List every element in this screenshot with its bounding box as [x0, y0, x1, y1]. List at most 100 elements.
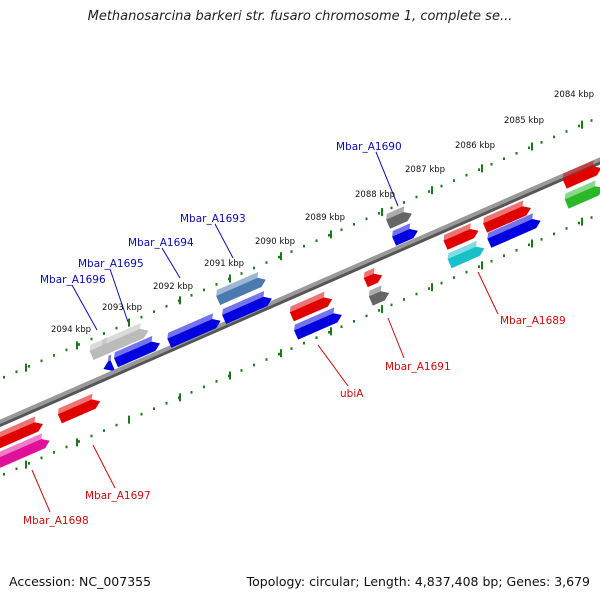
leader-mbar-a1697	[92, 444, 116, 489]
scale-dot	[403, 201, 405, 204]
gene-arrow-top	[443, 223, 471, 241]
gene-arrow-body	[114, 341, 160, 368]
scale-dot	[328, 233, 330, 237]
scale-dot	[140, 315, 143, 319]
gene-arrow-red-upper-2[interactable]	[481, 199, 533, 233]
scale-dot	[290, 250, 293, 253]
gene-arrow-body	[289, 297, 333, 322]
gene-arrow-ubia-blue[interactable]	[292, 306, 344, 340]
gene-arrow-mbar-a1691[interactable]	[362, 266, 385, 288]
kbp-label-2085: 2085 kbp	[504, 116, 544, 126]
scale-major-tick	[25, 460, 27, 469]
scale-dot	[578, 221, 580, 225]
gene-arrow-grey-a1690[interactable]	[384, 205, 414, 229]
scale-dot	[440, 281, 443, 285]
scale-dot	[278, 352, 280, 356]
gene-arrow-mbar-a1698[interactable]	[0, 432, 52, 468]
gene-arrow-body	[368, 291, 390, 306]
gene-arrow-blue-a1693[interactable]	[220, 289, 274, 324]
scale-dot	[203, 288, 205, 292]
map-title: Methanosarcina barkeri str. fusaro chrom…	[87, 9, 513, 24]
kbp-label-2084: 2084 kbp	[554, 90, 594, 100]
gene-arrow-top	[363, 267, 375, 279]
leader-mbar-a1695	[109, 268, 129, 323]
scale-major-tick	[76, 341, 78, 350]
gene-arrow-mbar-a1693[interactable]	[214, 270, 268, 305]
scale-dot	[553, 135, 555, 139]
gene-arrow-body	[443, 229, 479, 250]
scale-dot	[590, 216, 593, 219]
scale-dot	[465, 173, 468, 177]
gene-arrow-blue-small[interactable]	[99, 354, 117, 374]
gene-arrow-red-upper-3[interactable]	[561, 159, 600, 189]
scale-major-tick	[179, 393, 181, 402]
gene-arrow-small-grey[interactable]	[93, 337, 113, 357]
scale-dot	[40, 359, 43, 363]
gene-arrow-red-left[interactable]	[56, 392, 102, 424]
gene-arrow-top	[57, 393, 93, 415]
scale-dot	[565, 130, 568, 133]
scale-dot	[165, 304, 168, 308]
scale-major-tick	[280, 252, 282, 261]
gene-arrow-body	[487, 219, 541, 248]
gene-arrow-cyan-a1689[interactable]	[446, 239, 487, 269]
gene-arrow-blue-a1690[interactable]	[390, 222, 420, 246]
scale-dot	[3, 472, 5, 476]
scale-dot	[590, 119, 593, 122]
gene-arrow-top	[564, 180, 596, 200]
scale-major-tick	[431, 186, 433, 195]
gene-arrow-red-upper-1[interactable]	[442, 222, 481, 250]
scale-dot	[265, 261, 268, 264]
leader-mbar-a1689	[477, 271, 499, 315]
kbp-label-2088: 2088 kbp	[355, 190, 395, 200]
scale-dot	[340, 325, 343, 329]
scale-major-tick	[128, 415, 130, 424]
scale-dot	[453, 276, 455, 279]
scale-dot	[415, 292, 418, 296]
scale-dot	[253, 266, 255, 270]
scale-major-tick	[76, 438, 78, 447]
scale-dot	[453, 179, 455, 182]
scale-dot	[365, 314, 368, 318]
kbp-label-2092: 2092 kbp	[153, 282, 193, 292]
scale-dot	[115, 326, 118, 330]
scale-dot	[315, 336, 318, 339]
gene-arrow-top	[562, 160, 594, 180]
leader-ubia	[317, 344, 349, 387]
gene-arrow-blue-a1695[interactable]	[112, 334, 162, 368]
gene-arrow-body	[564, 186, 600, 209]
gene-arrow-mbar-a1697-red[interactable]	[0, 415, 45, 449]
gene-arrow-top	[216, 272, 259, 296]
scale-dot	[28, 462, 30, 465]
scale-dot	[165, 401, 168, 405]
scale-dot	[515, 151, 518, 155]
gene-arrow-grey-lower[interactable]	[367, 284, 391, 306]
gene-features	[0, 159, 600, 468]
scale-dot	[78, 440, 80, 443]
gene-arrow-mbar-a1694[interactable]	[165, 312, 222, 348]
gene-arrow-top	[368, 285, 382, 297]
gene-arrow-blue-lower[interactable]	[485, 212, 542, 248]
scale-dot	[253, 363, 255, 367]
gene-arrow-body	[294, 313, 342, 340]
scale-major-tick	[229, 371, 231, 380]
gene-arrow-ubia-red[interactable]	[288, 290, 334, 322]
scale-dot	[553, 232, 555, 236]
kbp-label-2093: 2093 kbp	[102, 303, 142, 313]
scale-dot	[465, 270, 468, 274]
gene-arrow-top	[0, 416, 36, 440]
gene-arrow-top	[294, 307, 335, 331]
scale-dot	[28, 365, 30, 368]
scale-dot	[53, 354, 55, 357]
scale-dot	[440, 184, 443, 188]
scale-dot	[428, 190, 430, 193]
gene-arrow-top	[392, 223, 411, 237]
gene-arrow-green[interactable]	[563, 179, 600, 209]
gene-arrow-body	[392, 229, 418, 246]
scale-dot	[103, 429, 105, 432]
gene-arrow-body	[0, 439, 50, 468]
gene-label-mbar-a1694: Mbar_A1694	[128, 237, 194, 249]
gene-label-mbar-a1689: Mbar_A1689	[500, 315, 566, 327]
label-leaders	[31, 151, 499, 513]
